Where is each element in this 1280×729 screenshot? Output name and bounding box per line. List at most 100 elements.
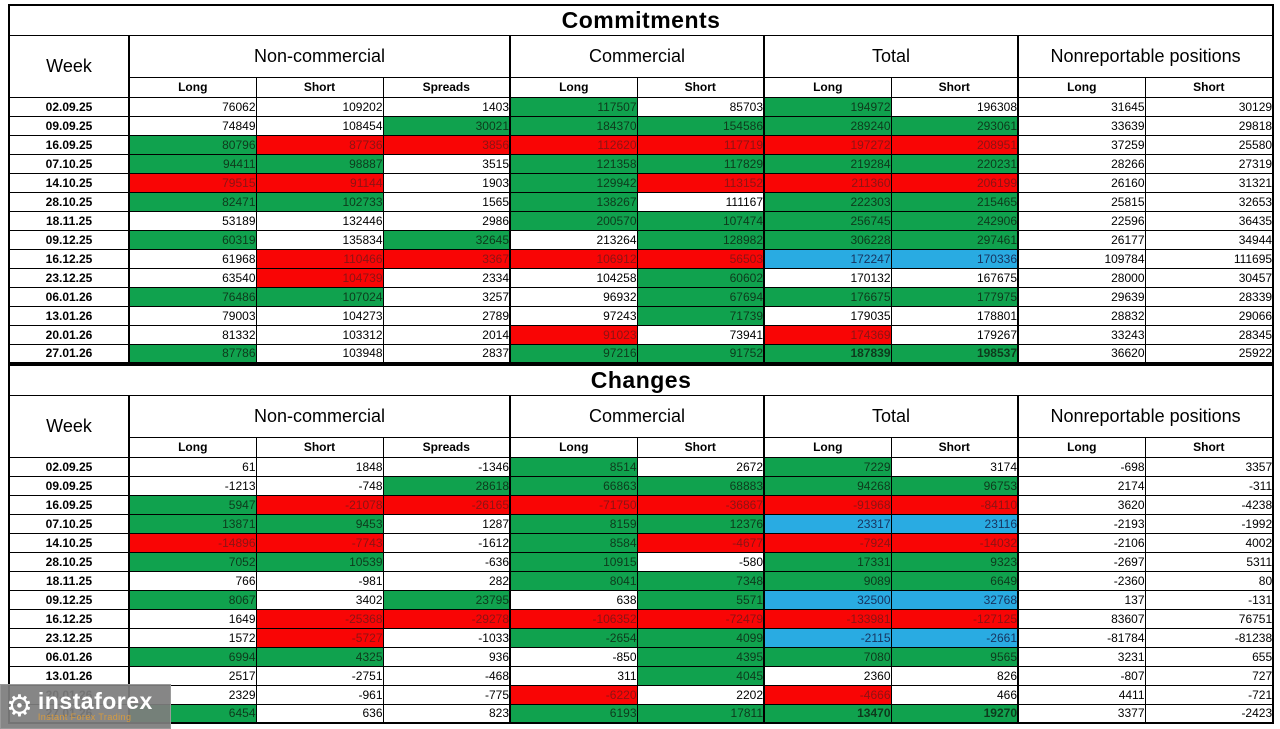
value-cell: -468 <box>382 665 511 686</box>
value-cell: 3377 <box>1017 703 1146 724</box>
value-cell: 32653 <box>1144 191 1274 212</box>
value-cell: 2360 <box>763 665 892 686</box>
value-cell: 87786 <box>128 343 257 364</box>
value-cell: -981 <box>255 570 384 591</box>
value-cell: 56503 <box>636 248 765 269</box>
value-cell: -4677 <box>636 532 765 553</box>
instaforex-gear-icon: ⚙ <box>6 689 33 723</box>
value-cell: -36867 <box>636 494 765 515</box>
value-cell: 66863 <box>509 475 638 496</box>
value-cell: -721 <box>1144 684 1274 705</box>
week-cell: 14.10.25 <box>8 532 130 553</box>
column-header: Short <box>636 76 765 98</box>
value-cell: 28832 <box>1017 305 1146 326</box>
value-cell: 117719 <box>636 134 765 155</box>
value-cell: -961 <box>255 684 384 705</box>
value-cell: -850 <box>509 646 638 667</box>
column-header: Short <box>255 436 384 458</box>
value-cell: 2174 <box>1017 475 1146 496</box>
value-cell: 200570 <box>509 210 638 231</box>
value-cell: 7080 <box>763 646 892 667</box>
value-cell: 61968 <box>128 248 257 269</box>
value-cell: 23795 <box>382 589 511 610</box>
value-cell: 1565 <box>382 191 511 212</box>
sub-header-row: Long Short Spreads Long Short Long Short Long Sh… <box>9 436 1274 458</box>
value-cell: 8514 <box>509 456 638 477</box>
table-row: 06.01.26 6994 4325 936 -850 4395 7080 9565 3231 6… <box>8 646 1274 667</box>
table-row: 16.09.25 5947 -21078 -26165 -71750 -36867 -919… <box>8 494 1274 515</box>
value-cell: 33243 <box>1017 324 1146 345</box>
value-cell: -4666 <box>763 684 892 705</box>
value-cell: 63540 <box>128 267 257 288</box>
value-cell: 29066 <box>1144 305 1274 326</box>
value-cell: 1848 <box>255 456 384 477</box>
table-row: 20.01.26 81332 103312 2014 91023 73941 174369 1… <box>8 324 1274 345</box>
week-cell: 06.01.26 <box>8 286 130 307</box>
value-cell: 4002 <box>1144 532 1274 553</box>
week-cell: 07.10.25 <box>8 153 130 174</box>
value-cell: 117507 <box>509 96 638 117</box>
value-cell: 132446 <box>255 210 384 231</box>
value-cell: 196308 <box>890 96 1019 117</box>
value-cell: 3856 <box>382 134 511 155</box>
value-cell: 32768 <box>890 589 1019 610</box>
value-cell: 79515 <box>128 172 257 193</box>
value-cell: 4411 <box>1017 684 1146 705</box>
table-row: 06.01.26 76486 107024 3257 96932 67694 176675 1… <box>8 286 1274 307</box>
value-cell: 2202 <box>636 684 765 705</box>
week-cell: 28.10.25 <box>8 551 130 572</box>
value-cell: -2661 <box>890 627 1019 648</box>
value-cell: -5727 <box>255 627 384 648</box>
value-cell: -2423 <box>1144 703 1274 724</box>
value-cell: 7348 <box>636 570 765 591</box>
week-cell: 27.01.26 <box>8 343 130 364</box>
value-cell: -81784 <box>1017 627 1146 648</box>
week-cell: 13.01.26 <box>8 665 130 686</box>
value-cell: 178801 <box>890 305 1019 326</box>
value-cell: 8159 <box>509 513 638 534</box>
table-row: 02.09.25 76062 109202 1403 117507 85703 194972… <box>8 96 1274 117</box>
value-cell: 27319 <box>1144 153 1274 174</box>
value-cell: -7743 <box>255 532 384 553</box>
column-header: Long <box>1017 76 1146 98</box>
value-cell: 174369 <box>763 324 892 345</box>
value-cell: -807 <box>1017 665 1146 686</box>
group-header: Total <box>763 394 1019 438</box>
value-cell: 289240 <box>763 115 892 136</box>
value-cell: -748 <box>255 475 384 496</box>
value-cell: -14896 <box>128 532 257 553</box>
week-cell: 09.12.25 <box>8 229 130 250</box>
value-cell: 111695 <box>1144 248 1274 269</box>
week-column-header: Week <box>8 394 130 458</box>
value-cell: 2789 <box>382 305 511 326</box>
value-cell: 4099 <box>636 627 765 648</box>
value-cell: 97216 <box>509 343 638 364</box>
value-cell: -636 <box>382 551 511 572</box>
value-cell: 29818 <box>1144 115 1274 136</box>
value-cell: 766 <box>128 570 257 591</box>
value-cell: 73941 <box>636 324 765 345</box>
value-cell: 4325 <box>255 646 384 667</box>
value-cell: 1649 <box>128 608 257 629</box>
table-row: 09.12.25 8067 3402 23795 638 5571 32500 32768 13… <box>8 589 1274 610</box>
value-cell: 34944 <box>1144 229 1274 250</box>
value-cell: 26177 <box>1017 229 1146 250</box>
week-cell: 23.12.25 <box>8 267 130 288</box>
value-cell: 135834 <box>255 229 384 250</box>
column-header: Short <box>890 436 1019 458</box>
value-cell: 8041 <box>509 570 638 591</box>
value-cell: -1992 <box>1144 513 1274 534</box>
value-cell: 104739 <box>255 267 384 288</box>
value-cell: -2751 <box>255 665 384 686</box>
value-cell: 17811 <box>636 703 765 724</box>
value-cell: 655 <box>1144 646 1274 667</box>
value-cell: 4045 <box>636 665 765 686</box>
value-cell: 2517 <box>128 665 257 686</box>
table-row: 20.01.262329-961-775-62202202-4666466441… <box>8 684 1274 705</box>
table-row: 14.10.25 79515 91144 1903 129942 113152 211360… <box>8 172 1274 193</box>
value-cell: 222303 <box>763 191 892 212</box>
value-cell: 83607 <box>1017 608 1146 629</box>
value-cell: 31321 <box>1144 172 1274 193</box>
value-cell: 121358 <box>509 153 638 174</box>
instaforex-logo: ⚙ instaforex Instant Forex Trading <box>0 684 171 729</box>
